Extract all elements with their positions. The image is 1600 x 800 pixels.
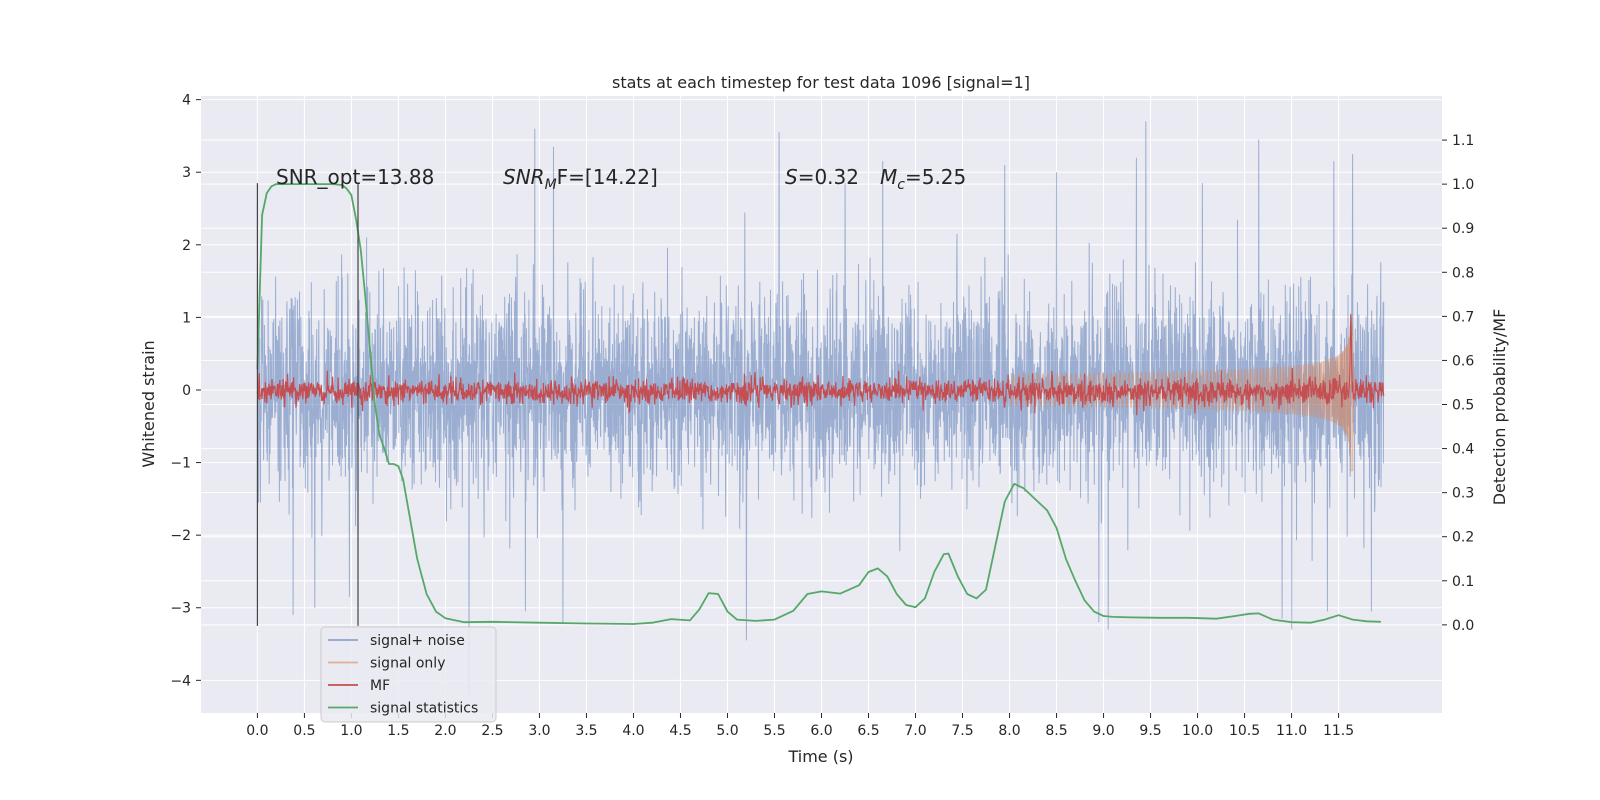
y-right-tick-label: 0.9 <box>1452 221 1474 237</box>
y-axis-right-label: Detection probability/MF <box>1490 309 1509 506</box>
y-right-tick-label: 0.0 <box>1452 618 1474 634</box>
legend-label: signal statistics <box>370 701 478 717</box>
annotation-mc-main: M <box>880 165 897 189</box>
annotation-snr-mf-main: SNR <box>503 165 545 189</box>
x-tick-label: 3.5 <box>575 723 597 739</box>
x-tick-label: 11.5 <box>1323 723 1354 739</box>
y-left-tick-label: 4 <box>182 93 191 109</box>
y-right-tick-label: 1.1 <box>1452 133 1474 149</box>
x-tick-label: 4.0 <box>622 723 644 739</box>
y-axis-left-label: Whitened strain <box>139 340 158 467</box>
x-axis-label: Time (s) <box>787 747 853 766</box>
y-right-tick-label: 1.0 <box>1452 177 1474 193</box>
y-left-tick-label: 3 <box>182 165 191 181</box>
y-right-tick-label: 0.7 <box>1452 309 1474 325</box>
y-right-tick-label: 0.5 <box>1452 398 1474 414</box>
y-right-tick-label: 0.1 <box>1452 574 1474 590</box>
y-right-tick-label: 0.2 <box>1452 530 1474 546</box>
y-axis-left-ticks: 4 3 2 1 0 −1 −2 −3 −4 <box>170 93 201 689</box>
y-left-tick-label: 1 <box>182 310 191 326</box>
y-left-tick-label: 0 <box>182 383 191 399</box>
x-tick-label: 1.0 <box>340 723 362 739</box>
annotation-mc-rest: =5.25 <box>905 165 966 189</box>
x-axis-ticks: 0.0 0.5 1.0 1.5 2.0 2.5 3.0 3.5 4.0 4.5 5.0 5.5 6.0 6… <box>246 713 1354 739</box>
y-right-tick-label: 0.8 <box>1452 265 1474 281</box>
data-series <box>256 121 1385 695</box>
x-tick-label: 6.5 <box>857 723 879 739</box>
y-right-tick-label: 0.4 <box>1452 442 1474 458</box>
annotations: SNR_opt=13.88 SNRMF=[14.22] S=0.32 Mc=5.… <box>276 165 966 193</box>
annotation-s-rest: =0.32 <box>798 165 859 189</box>
legend-box <box>320 626 497 723</box>
x-tick-label: 1.5 <box>387 723 409 739</box>
legend-label: signal only <box>370 656 445 672</box>
x-tick-label: 9.5 <box>1139 723 1161 739</box>
y-right-tick-label: 0.6 <box>1452 353 1474 369</box>
signal-only-line <box>1009 313 1361 472</box>
y-left-tick-label: −2 <box>170 528 191 544</box>
x-tick-label: 5.0 <box>716 723 738 739</box>
x-tick-label: 9.0 <box>1092 723 1114 739</box>
chart-title: stats at each timestep for test data 109… <box>612 73 1030 92</box>
y-left-tick-label: 2 <box>182 238 191 254</box>
x-tick-label: 10.0 <box>1182 723 1213 739</box>
annotation-mc-sub: c <box>897 177 905 193</box>
x-tick-label: 2.5 <box>481 723 503 739</box>
annotation-snr-mf-sub: M <box>545 177 557 193</box>
x-tick-label: 8.5 <box>1045 723 1067 739</box>
x-tick-label: 7.0 <box>904 723 926 739</box>
annotation-snr-opt: SNR_opt=13.88 <box>276 165 434 189</box>
legend-label: MF <box>370 678 390 694</box>
legend: signal+ noise signal only MF signal statist… <box>320 626 497 723</box>
x-tick-label: 3.0 <box>528 723 550 739</box>
x-tick-label: 4.5 <box>669 723 691 739</box>
mf-line <box>256 314 1385 416</box>
x-tick-label: 11.0 <box>1276 723 1307 739</box>
y-left-tick-label: −3 <box>170 601 191 617</box>
x-tick-label: 10.5 <box>1229 723 1260 739</box>
annotation-snr-mf: SNRMF=[14.22] <box>503 165 658 193</box>
x-tick-label: 0.5 <box>293 723 315 739</box>
x-tick-label: 2.0 <box>434 723 456 739</box>
x-tick-label: 6.0 <box>810 723 832 739</box>
annotation-s: S=0.32 <box>785 165 859 189</box>
x-tick-label: 0.0 <box>246 723 268 739</box>
signal-noise-line <box>256 121 1385 695</box>
signal-statistics-line <box>256 183 1381 625</box>
vertical-markers <box>256 183 359 626</box>
x-tick-label: 8.0 <box>998 723 1020 739</box>
annotation-mc: Mc=5.25 <box>880 165 966 193</box>
legend-label: signal+ noise <box>370 633 465 649</box>
y-left-tick-label: −1 <box>170 456 191 472</box>
x-tick-label: 5.5 <box>763 723 785 739</box>
y-axis-right-ticks: 1.1 1.0 0.9 0.8 0.7 0.6 0.5 0.4 0.3 0.2 0.1 0.0 <box>1442 133 1474 634</box>
x-tick-label: 7.5 <box>951 723 973 739</box>
y-left-tick-label: −4 <box>170 673 191 689</box>
y-right-tick-label: 0.3 <box>1452 486 1474 502</box>
annotation-s-main: S <box>785 165 798 189</box>
annotation-snr-mf-rest: F=[14.22] <box>557 165 658 189</box>
